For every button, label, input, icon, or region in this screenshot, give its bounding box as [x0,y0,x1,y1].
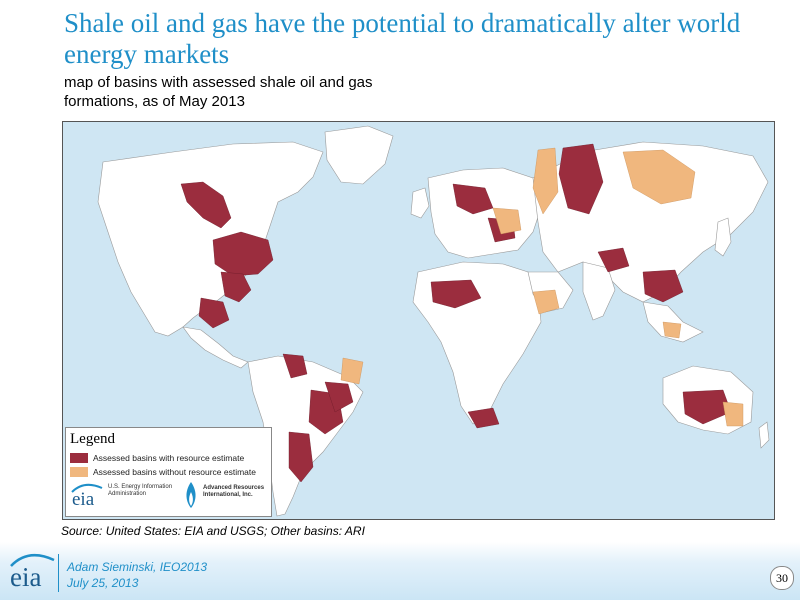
basin-southeast-asia [662,321,682,339]
basin-us-texas [220,271,252,303]
ari-logo [182,480,200,510]
basins-without-estimate [340,147,744,427]
basin-russia-west-siberia [622,149,696,205]
eia-logo: eia [70,482,104,510]
page-number: 30 [770,566,794,590]
footer-eia-logo-text: eia [10,562,42,592]
footer-eia-logo: eia [8,550,56,594]
map-subtitle: map of basins with assessed shale oil an… [64,74,373,110]
legend-item-with-estimate: Assessed basins with resource estimate [70,452,244,464]
basin-east-europe [492,207,522,235]
basin-us-midcontinent [212,231,274,277]
land-central-america [182,326,249,369]
land-uk [410,187,430,219]
legend-item-without-estimate: Assessed basins without resource estimat… [70,466,256,478]
legend-title: Legend [70,431,115,447]
basins-with-estimate [180,143,732,483]
map-legend: Legend Assessed basins with resource est… [65,427,272,517]
basin-brazil-parana [324,381,354,413]
ari-org-name: Advanced Resources International, Inc. [203,485,265,498]
land-north-america [97,141,324,337]
eia-logo-swoosh-icon [71,483,103,493]
basin-china [642,269,684,303]
footer-separator [58,554,59,592]
ari-flame-icon [186,482,196,508]
basin-russia-urals [532,147,559,215]
legend-label-with-estimate: Assessed basins with resource estimate [93,453,245,463]
footer-eia-swoosh-icon [10,553,55,567]
basin-middle-east [532,289,560,315]
eia-logo-text: eia [72,489,95,510]
footer-bar: eia Adam Sieminski, IEO2013 July 25, 201… [0,542,800,600]
land-europe [427,167,544,259]
legend-swatch-with-estimate [70,453,88,463]
world-map: Legend Assessed basins with resource est… [62,121,775,520]
footer-author: Adam Sieminski, IEO2013 [67,560,208,574]
basin-brazil-east [340,357,364,385]
basin-australia [682,389,732,425]
footer-date: July 25, 2013 [67,576,139,590]
world-map-svg [97,125,770,517]
land-masses [97,125,770,517]
basin-colombia [282,353,308,379]
basin-mexico [198,297,230,329]
basin-argentina [288,431,314,483]
basin-australia-east [722,401,744,427]
basin-north-africa [430,279,482,309]
land-southeast-asia [642,301,704,343]
basin-south-africa [467,407,500,429]
legend-label-without-estimate: Assessed basins without resource estimat… [93,467,256,477]
land-japan [714,217,732,257]
eia-org-name: U.S. Energy Information Administration [108,484,173,497]
basin-russia [558,143,604,215]
basin-europe-north [452,183,494,215]
source-note: Source: United States: EIA and USGS; Oth… [61,524,365,538]
land-greenland [324,125,394,185]
land-new-zealand [758,421,770,449]
basin-central-asia [597,247,630,273]
legend-swatch-without-estimate [70,467,88,477]
basin-western-canada [180,181,232,229]
slide-title: Shale oil and gas have the potential to … [64,8,741,69]
